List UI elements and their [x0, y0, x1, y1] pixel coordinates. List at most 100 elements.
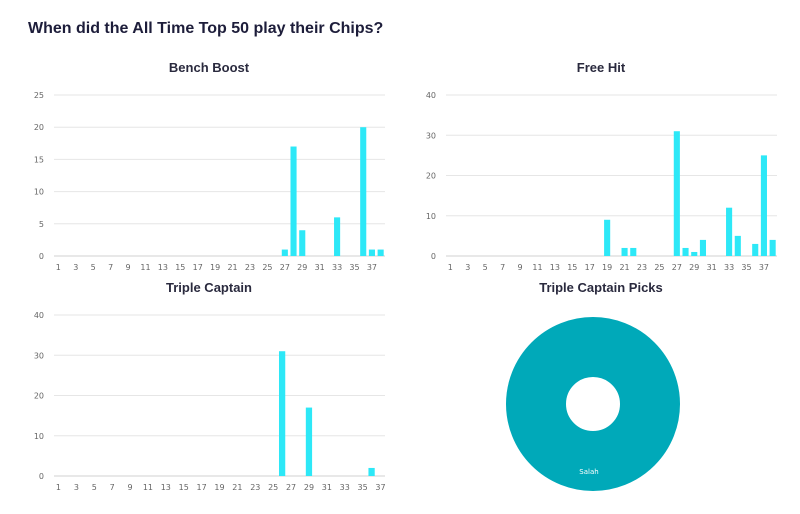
x-tick-label: 13 — [550, 263, 560, 272]
x-tick-label: 35 — [349, 263, 359, 272]
x-tick-label: 25 — [262, 263, 272, 272]
bar-gw-36 — [368, 467, 375, 476]
x-tick-label: 33 — [724, 263, 734, 272]
x-tick-label: 7 — [108, 263, 113, 272]
x-tick-label: 5 — [483, 263, 488, 272]
bar-gw-27 — [281, 249, 288, 256]
x-tick-label: 17 — [197, 483, 207, 492]
y-tick-label: 10 — [34, 432, 44, 441]
x-tick-label: 15 — [175, 263, 185, 272]
bar-gw-33 — [334, 217, 341, 256]
bar-gw-28 — [682, 247, 689, 256]
x-tick-label: 11 — [532, 263, 542, 272]
x-tick-label: 15 — [179, 483, 189, 492]
bar-gw-26 — [278, 351, 286, 476]
gridlines — [446, 94, 777, 257]
chart-title: Triple Captain — [166, 280, 252, 295]
x-tick-label: 11 — [143, 483, 153, 492]
x-tick-label: 21 — [227, 263, 237, 272]
bar-gw-30 — [699, 239, 707, 256]
bar-gw-19 — [604, 219, 611, 256]
x-tick-label: 9 — [125, 263, 130, 272]
y-tick-label: 10 — [426, 212, 436, 221]
chart-title: Free Hit — [577, 60, 626, 75]
x-tick-label: 31 — [707, 263, 717, 272]
y-tick-label: 20 — [34, 392, 44, 401]
triple-captain-picks-chart: Triple Captain Picks Salah — [420, 280, 782, 500]
x-tick-label: 7 — [500, 263, 505, 272]
x-tick-label: 35 — [358, 483, 368, 492]
x-tick-label: 23 — [250, 483, 260, 492]
x-tick-label: 13 — [161, 483, 171, 492]
x-tick-label: 5 — [91, 263, 96, 272]
x-tick-label: 31 — [322, 483, 332, 492]
y-tick-label: 20 — [426, 172, 436, 181]
x-tick-label: 1 — [56, 263, 61, 272]
triple-captain-chart: Triple Captain 0 10 20 30 40 1 3 5 7 9 11 13 15 17 19 21… — [28, 280, 390, 500]
bar-gw-29 — [305, 407, 313, 476]
x-tick-label: 13 — [158, 263, 168, 272]
chart-title: Bench Boost — [169, 60, 250, 75]
page-title: When did the All Time Top 50 play their … — [28, 20, 384, 37]
bar-gw-34 — [734, 235, 741, 256]
bar-gw-38 — [377, 249, 384, 256]
x-tick-label: 21 — [619, 263, 629, 272]
x-tick-label: 3 — [465, 263, 470, 272]
x-tick-label: 17 — [585, 263, 595, 272]
y-tick-label: 0 — [39, 252, 44, 261]
x-tick-label: 9 — [517, 263, 522, 272]
x-tick-label: 33 — [340, 483, 350, 492]
bar-gw-29 — [691, 251, 698, 256]
bar-gw-36 — [752, 243, 759, 256]
bar-gw-37 — [760, 155, 767, 256]
bar-gw-29 — [299, 230, 306, 256]
x-tick-label: 35 — [741, 263, 751, 272]
x-tick-label: 3 — [74, 483, 79, 492]
x-tick-label: 15 — [567, 263, 577, 272]
y-tick-label: 5 — [39, 220, 44, 229]
y-tick-label: 0 — [431, 252, 436, 261]
y-tick-label: 30 — [34, 351, 44, 360]
bench-boost-chart: Bench Boost 0 5 10 15 20 25 1 3 5 7 9 11 13 15 17 19 21 23… — [28, 60, 390, 280]
x-tick-label: 37 — [759, 263, 769, 272]
triple-captain-picks-svg: Triple Captain Picks Salah — [506, 280, 680, 491]
bar-gw-33 — [726, 207, 733, 256]
y-tick-label: 10 — [34, 188, 44, 197]
y-tick-label: 40 — [34, 311, 44, 320]
bar-gw-28 — [290, 146, 297, 256]
gridlines — [54, 314, 385, 477]
x-tick-label: 19 — [602, 263, 612, 272]
x-tick-label: 23 — [637, 263, 647, 272]
x-tick-label: 37 — [367, 263, 377, 272]
chart-title: Triple Captain Picks — [539, 280, 663, 295]
x-tick-label: 9 — [127, 483, 132, 492]
y-tick-label: 15 — [34, 155, 44, 164]
x-tick-label: 19 — [210, 263, 220, 272]
y-tick-label: 0 — [39, 472, 44, 481]
x-tick-label: 27 — [672, 263, 682, 272]
gridlines — [54, 94, 385, 257]
x-tick-label: 1 — [56, 483, 61, 492]
x-tick-label: 27 — [280, 263, 290, 272]
x-tick-label: 11 — [140, 263, 150, 272]
free-hit-chart: Free Hit 0 10 20 30 40 1 3 5 7 9 11 13 15 17 19 21 23 25 27… — [420, 60, 782, 280]
x-tick-label: 21 — [232, 483, 242, 492]
x-tick-label: 29 — [304, 483, 314, 492]
x-tick-label: 7 — [110, 483, 115, 492]
x-tick-label: 25 — [268, 483, 278, 492]
y-tick-label: 25 — [34, 91, 44, 100]
x-tick-label: 3 — [73, 263, 78, 272]
x-tick-label: 33 — [332, 263, 342, 272]
bar-gw-22 — [630, 247, 637, 256]
x-tick-label: 17 — [193, 263, 203, 272]
x-tick-label: 23 — [245, 263, 255, 272]
x-tick-label: 27 — [286, 483, 296, 492]
x-tick-label: 37 — [375, 483, 385, 492]
bar-gw-27 — [673, 131, 680, 256]
pie-slice-salah — [506, 317, 680, 491]
x-tick-label: 1 — [448, 263, 453, 272]
x-tick-label: 25 — [654, 263, 664, 272]
